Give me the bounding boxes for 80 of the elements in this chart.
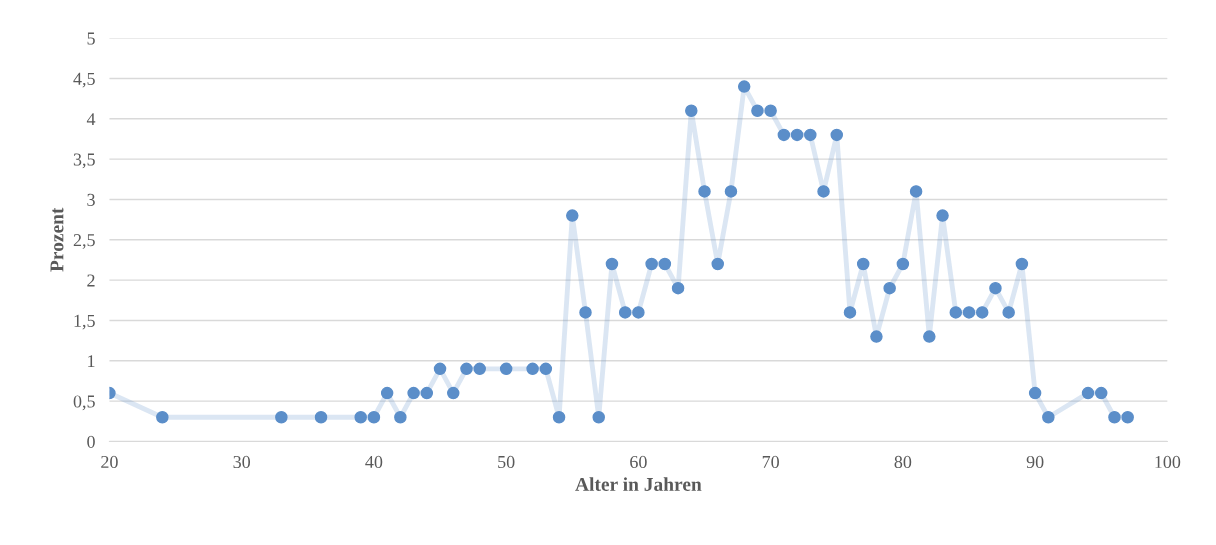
point (830, 128, 844, 142)
point (1028, 386, 1042, 400)
y-tick-label: 1 (88, 355, 95, 368)
point (420, 386, 434, 400)
point (1121, 411, 1134, 424)
point (539, 362, 553, 376)
y-axis-title: Prozent (50, 207, 64, 272)
y-tick-label: 2,5 (73, 234, 95, 249)
point (658, 257, 672, 271)
point (909, 185, 923, 198)
x-tick-label: 100 (1155, 455, 1181, 469)
point (367, 411, 381, 424)
x-tick-label: 30 (233, 455, 251, 469)
point (275, 411, 288, 424)
y-tick-label: 0 (87, 435, 95, 448)
point (949, 306, 963, 319)
point (433, 362, 447, 376)
point (605, 257, 619, 271)
point (883, 281, 896, 295)
point (407, 386, 420, 400)
x-tick-label: 60 (630, 455, 647, 469)
point (936, 209, 949, 222)
point (843, 306, 857, 319)
x-tick-label: 90 (1026, 455, 1044, 469)
x-tick-label: 40 (365, 455, 383, 469)
point (1015, 257, 1029, 271)
point (1002, 306, 1015, 319)
point (618, 306, 632, 319)
x-tick-label: 20 (101, 455, 118, 469)
point (1094, 386, 1108, 400)
point (698, 185, 711, 198)
point (685, 104, 698, 117)
point (764, 104, 777, 117)
x-tick-label: 50 (498, 455, 515, 469)
point (896, 257, 910, 271)
y-tick-label: 3 (87, 193, 95, 206)
point (856, 257, 870, 271)
point (1081, 386, 1095, 400)
point (354, 411, 367, 424)
point (579, 306, 592, 319)
x-axis-title: Alter in Jahren (575, 477, 702, 491)
point (671, 281, 685, 295)
point (790, 128, 804, 142)
point (962, 306, 976, 319)
point (552, 411, 566, 424)
point (394, 411, 407, 424)
point (632, 306, 645, 319)
point (460, 362, 473, 376)
point (737, 80, 751, 93)
point (751, 104, 764, 117)
point (499, 362, 513, 376)
point (923, 330, 936, 343)
point (314, 411, 328, 424)
point (1042, 411, 1055, 424)
point (645, 257, 658, 271)
point (975, 306, 989, 319)
point (1108, 411, 1121, 424)
point (817, 185, 830, 198)
point (711, 257, 724, 271)
y-tick-label: 1,5 (74, 314, 95, 330)
point (804, 128, 817, 142)
point (777, 128, 791, 142)
x-tick-label: 70 (762, 455, 779, 469)
y-tick-label: 5 (87, 32, 95, 45)
point (724, 185, 738, 198)
point (870, 330, 883, 343)
point (380, 386, 394, 400)
point (526, 362, 539, 376)
point (156, 411, 169, 424)
y-tick-label: 4 (86, 113, 96, 126)
point (566, 209, 579, 222)
y-tick-label: 3,5 (73, 153, 95, 169)
y-tick-label: 4,5 (73, 72, 95, 88)
point (592, 411, 605, 424)
point (447, 386, 460, 400)
x-tick-label: 80 (894, 455, 912, 469)
y-tick-label: 0,5 (73, 395, 95, 411)
point (473, 362, 486, 376)
point (989, 281, 1002, 295)
y-tick-label: 2 (87, 274, 95, 287)
